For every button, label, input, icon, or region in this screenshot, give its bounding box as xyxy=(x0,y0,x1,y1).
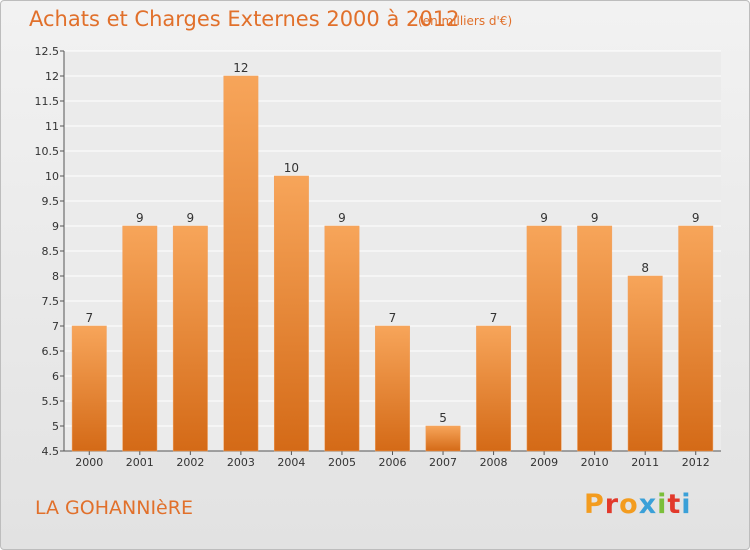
bar xyxy=(577,225,613,452)
y-tick-label: 10.5 xyxy=(35,145,60,158)
y-tick-label: 12.5 xyxy=(35,45,60,58)
x-tick-label: 2010 xyxy=(581,456,609,469)
x-tick-label: 2012 xyxy=(682,456,710,469)
x-tick-label: 2008 xyxy=(480,456,508,469)
x-tick-label: 2009 xyxy=(530,456,558,469)
bar-value-label: 9 xyxy=(338,211,346,225)
y-tick-label: 4.5 xyxy=(42,445,60,458)
bar xyxy=(71,325,107,452)
bar-value-label: 9 xyxy=(692,211,700,225)
x-tick-label: 2001 xyxy=(126,456,154,469)
y-tick-label: 11 xyxy=(45,120,59,133)
bar xyxy=(375,325,410,452)
bar-value-label: 10 xyxy=(284,161,299,175)
logo-letter: r xyxy=(604,489,620,520)
bar-value-label: 7 xyxy=(389,311,397,325)
bar xyxy=(425,425,461,452)
logo-letter: x xyxy=(638,489,658,520)
x-tick-label: 2006 xyxy=(379,456,407,469)
y-tick-label: 8.5 xyxy=(42,245,60,258)
labels: 7 2000 9 2001 9 2002 12 2003 10 2004 9 2005 7 2006 5 20… xyxy=(75,61,709,469)
logo-letter: i xyxy=(681,489,692,520)
x-tick-label: 2004 xyxy=(277,456,305,469)
bar-value-label: 9 xyxy=(591,211,599,225)
bar xyxy=(273,175,309,452)
x-tick-label: 2007 xyxy=(429,456,457,469)
x-tick-label: 2011 xyxy=(631,456,659,469)
logo-letter: P xyxy=(584,489,605,520)
y-tick-label: 7.5 xyxy=(42,295,60,308)
proxiti-logo: Proxiti xyxy=(584,489,692,520)
bar-value-label: 12 xyxy=(233,61,248,75)
logo-letter: i xyxy=(657,489,668,520)
bars xyxy=(71,75,714,452)
y-tick-label: 8 xyxy=(52,270,59,283)
y-tick-label: 9.5 xyxy=(42,195,60,208)
commune-name: LA GOHANNIèRE xyxy=(35,497,193,519)
y-tick-label: 11.5 xyxy=(35,95,60,108)
x-tick-label: 2000 xyxy=(75,456,103,469)
bar xyxy=(122,225,158,452)
bar-value-label: 5 xyxy=(439,411,447,425)
bar xyxy=(324,225,360,452)
bar xyxy=(526,225,562,452)
y-tick-label: 7 xyxy=(52,320,59,333)
y-tick-label: 6 xyxy=(52,370,59,383)
bar xyxy=(678,225,714,452)
chart-title: Achats et Charges Externes 2000 à 2012 xyxy=(29,7,460,31)
bar-value-label: 7 xyxy=(85,311,93,325)
bar xyxy=(223,75,259,452)
bar xyxy=(476,325,512,452)
y-tick-label: 6.5 xyxy=(42,345,60,358)
bar-value-label: 7 xyxy=(490,311,498,325)
logo-letter: t xyxy=(667,489,682,520)
y-tick-label: 12 xyxy=(45,70,59,83)
bar-value-label: 9 xyxy=(540,211,548,225)
x-tick-label: 2003 xyxy=(227,456,255,469)
chart-subtitle: (en milliers d'€) xyxy=(418,14,513,28)
logo-letter: o xyxy=(619,489,639,520)
bar xyxy=(627,275,663,452)
bar-value-label: 9 xyxy=(187,211,195,225)
bar-value-label: 8 xyxy=(641,261,649,275)
y-tick-label: 9 xyxy=(52,220,59,233)
bar xyxy=(172,225,208,452)
x-tick-label: 2005 xyxy=(328,456,356,469)
y-tick-label: 5.5 xyxy=(42,395,60,408)
x-tick-label: 2002 xyxy=(176,456,204,469)
bar-value-label: 9 xyxy=(136,211,144,225)
y-tick-label: 5 xyxy=(52,420,59,433)
y-tick-label: 10 xyxy=(45,170,59,183)
